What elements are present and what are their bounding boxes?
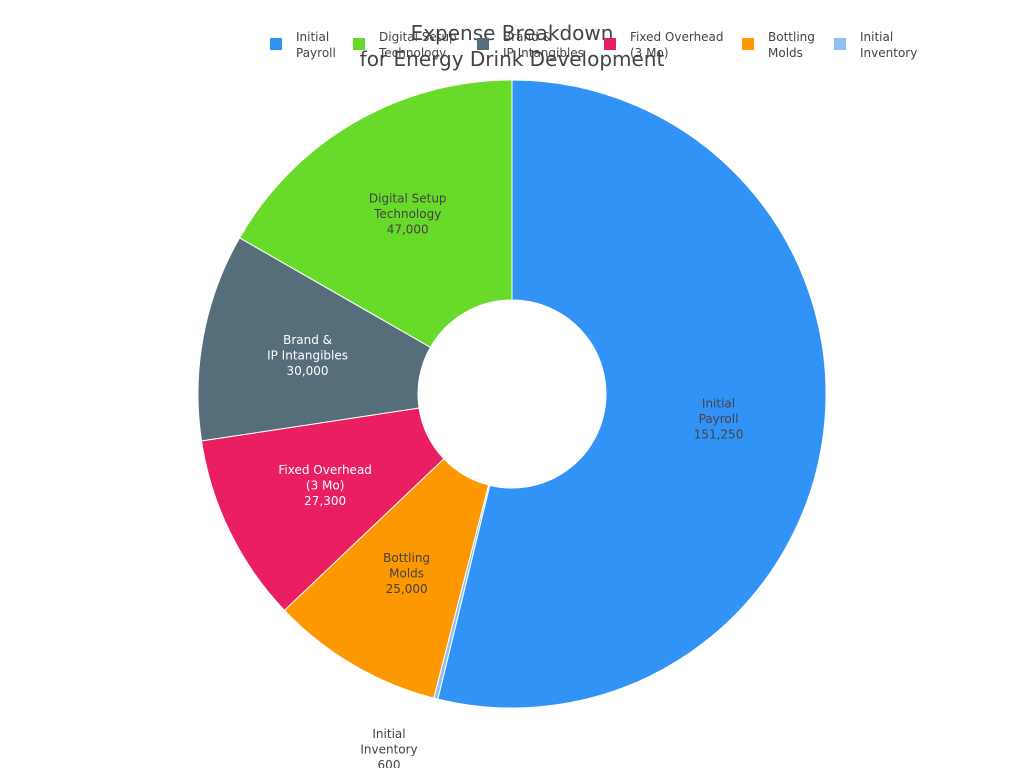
slice-brand-ip-intangibles[interactable] bbox=[197, 237, 432, 442]
slice-labels-layer: Initial Payroll 151,250 Initial Inventory 600… bbox=[267, 192, 743, 768]
legend-label: Initial Inventory bbox=[860, 30, 917, 60]
legend-swatch bbox=[604, 38, 616, 50]
legend-label: Initial Payroll bbox=[296, 30, 336, 60]
slice-label-bottling-molds: Bottling Molds 25,000 bbox=[383, 551, 430, 596]
slice-label-fixed-overhead-3-mo: Fixed Overhead (3 Mo) 27,300 bbox=[278, 463, 372, 508]
chart-title-line: for Energy Drink Development bbox=[360, 47, 665, 71]
slice-bottling-molds[interactable] bbox=[283, 458, 490, 699]
chart-legend: Initial Payroll Digital Setup Technology Bra… bbox=[270, 30, 917, 60]
chart-title-line: Expense Breakdown bbox=[411, 21, 614, 45]
legend-label: Brand & IP Intangibles bbox=[503, 30, 584, 60]
legend-item-initial-payroll[interactable]: Initial Payroll bbox=[270, 30, 336, 60]
slice-label-brand-ip-intangibles: Brand & IP Intangibles 30,000 bbox=[267, 333, 348, 378]
legend-swatch bbox=[742, 38, 754, 50]
slice-label-initial-payroll: Initial Payroll 151,250 bbox=[694, 396, 744, 441]
legend-item-digital-setup-technology[interactable]: Digital Setup Technology bbox=[353, 30, 457, 60]
legend-item-brand-ip-intangibles[interactable]: Brand & IP Intangibles bbox=[477, 30, 584, 60]
legend-label: Bottling Molds bbox=[768, 30, 815, 60]
legend-item-initial-inventory[interactable]: Initial Inventory bbox=[834, 30, 917, 60]
slice-label-digital-setup-technology: Digital Setup Technology 47,000 bbox=[369, 192, 447, 237]
slice-fixed-overhead-3-mo[interactable] bbox=[200, 407, 445, 612]
slice-digital-setup-technology[interactable] bbox=[238, 79, 513, 348]
legend-swatch bbox=[477, 38, 489, 50]
legend-swatch bbox=[834, 38, 846, 50]
legend-item-bottling-molds[interactable]: Bottling Molds bbox=[742, 30, 815, 60]
legend-label: Fixed Overhead (3 Mo) bbox=[630, 30, 724, 60]
legend-swatch bbox=[270, 38, 282, 50]
legend-label: Digital Setup Technology bbox=[378, 30, 457, 60]
slice-initial-payroll[interactable] bbox=[437, 79, 827, 709]
slices-layer bbox=[197, 79, 827, 709]
legend-swatch bbox=[353, 38, 365, 50]
legend-item-fixed-overhead-3-mo[interactable]: Fixed Overhead (3 Mo) bbox=[604, 30, 724, 60]
slice-label-initial-inventory: Initial Inventory 600 bbox=[360, 727, 417, 768]
